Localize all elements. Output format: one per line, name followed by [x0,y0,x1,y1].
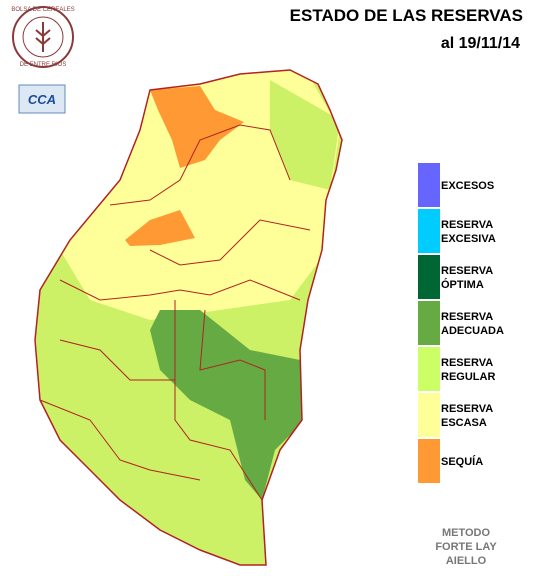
method-text: FORTE LAY [435,541,497,553]
legend-label: RESERVA [441,265,493,277]
legend-label: RESERVA [441,311,493,323]
legend-swatch [418,347,440,391]
method-text: AIELLO [446,555,487,567]
legend-swatch [418,163,440,207]
method-text: METODO [442,527,491,539]
title: ESTADO DE LAS RESERVAS [290,6,523,25]
seal-logo: BOLSA DE CEREALES DE ENTRE RIOS [11,6,75,68]
method: METODO FORTE LAY AIELLO [435,527,497,567]
legend-label: RESERVA [441,403,493,415]
date: al 19/11/14 [441,35,520,52]
legend-label: REGULAR [441,371,495,383]
legend-swatch [418,393,440,437]
badge-logo: CCA [18,84,66,114]
legend-swatch [418,301,440,345]
legend-label: RESERVA [441,219,493,231]
legend-swatch [418,209,440,253]
legend-swatch [418,255,440,299]
legend-label: EXCESOS [441,180,494,192]
legend-label: ESCASA [441,417,487,429]
legend: EXCESOSRESERVAEXCESIVARESERVAÓPTIMARESER… [418,163,504,483]
legend-label: SEQUÍA [441,455,483,468]
legend-label: RESERVA [441,357,493,369]
seal-text: DE ENTRE RIOS [20,62,67,68]
badge-text: CCA [28,92,56,107]
legend-swatch [418,439,440,483]
seal-text: BOLSA DE CEREALES [11,7,74,13]
legend-label: EXCESIVA [441,233,496,245]
legend-label: ADECUADA [441,325,504,337]
legend-label: ÓPTIMA [441,278,484,291]
